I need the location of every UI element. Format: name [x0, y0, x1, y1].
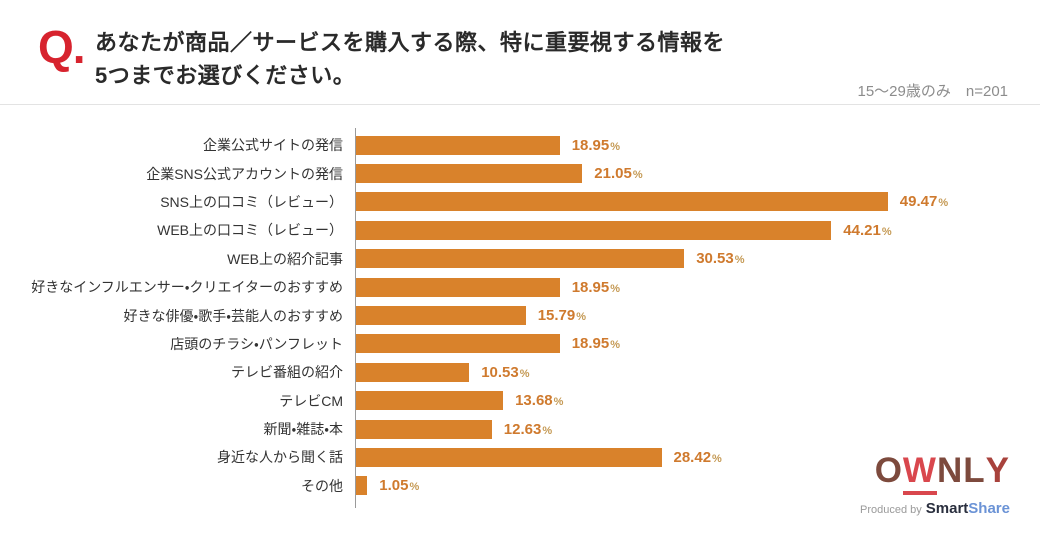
- chart-row: 企業公式サイトの発信 18.95%: [0, 131, 1040, 159]
- question-title-line2: 5つまでお選びください。: [95, 63, 356, 88]
- bar: [356, 476, 368, 496]
- category-label: 新聞・雑誌・本: [263, 421, 343, 438]
- chart-row: 身近な人から聞く話 28.42%: [0, 443, 1040, 471]
- question-mark: Q.: [38, 21, 86, 73]
- header-divider: [0, 104, 1040, 105]
- produced-by-line: Produced by SmartShare: [860, 500, 1010, 517]
- category-label: テレビ番組の紹介: [231, 364, 343, 381]
- question-title-line1: あなたが商品／サービスを購入する際、特に重要視する情報を: [95, 30, 726, 55]
- ownly-logo-letter: W: [902, 451, 937, 495]
- value-label: 1.05%: [379, 477, 420, 495]
- category-label: 好きなインフルエンサー・クリエイターのおすすめ: [31, 279, 343, 296]
- bar: [356, 419, 492, 439]
- chart-row: 新聞・雑誌・本 12.63%: [0, 415, 1040, 443]
- bar: [356, 391, 504, 411]
- chart-row: 好きなインフルエンサー・クリエイターのおすすめ 18.95%: [0, 273, 1040, 301]
- produced-by-label: Produced by: [860, 503, 922, 516]
- smartshare-logo-share: Share: [968, 499, 1010, 517]
- category-label: 店頭のチラシ・パンフレット: [170, 335, 343, 352]
- ownly-logo: OWNLY: [860, 451, 1010, 495]
- category-label: WEB上の紹介記事: [227, 250, 343, 267]
- chart-row: 好きな俳優・歌手・芸能人のおすすめ 15.79%: [0, 301, 1040, 329]
- ownly-logo-letter: N: [936, 451, 964, 490]
- category-label: 企業SNS公式アカウントの発信: [146, 165, 343, 182]
- value-label: 15.79%: [537, 307, 587, 325]
- value-label: 28.42%: [673, 448, 722, 466]
- smartshare-logo-smart: Smart: [925, 499, 969, 517]
- sample-size-note: 15〜29歳のみ n=201: [857, 83, 1009, 100]
- question-title: あなたが商品／サービスを購入する際、特に重要視する情報を 5つまでお選びください…: [95, 26, 725, 92]
- chart-row: WEB上の紹介記事 30.53%: [0, 245, 1040, 273]
- bar: [356, 362, 470, 382]
- bar: [356, 135, 560, 155]
- chart-row: WEB上の口コミ（レビュー） 44.21%: [0, 216, 1040, 244]
- brand-footer: OWNLY Produced by SmartShare: [860, 451, 1010, 517]
- category-label: その他: [301, 477, 343, 494]
- bar: [356, 192, 888, 212]
- value-label: 21.05%: [594, 165, 643, 183]
- bar: [356, 447, 662, 467]
- category-label: WEB上の口コミ（レビュー）: [157, 222, 343, 239]
- chart-row: その他 1.05%: [0, 472, 1040, 500]
- value-label: 18.95%: [571, 136, 621, 154]
- ownly-logo-letter: O: [874, 451, 903, 490]
- y-axis-line: [355, 128, 356, 508]
- ownly-logo-letter: L: [963, 451, 986, 490]
- value-label: 44.21%: [843, 221, 892, 239]
- chart-row: 企業SNS公式アカウントの発信 21.05%: [0, 159, 1040, 187]
- value-label: 18.95%: [571, 278, 621, 296]
- bar: [356, 220, 832, 240]
- category-label: テレビCM: [279, 392, 343, 409]
- bar: [356, 164, 583, 184]
- bar: [356, 334, 560, 354]
- bar-chart: 企業公式サイトの発信 18.95% 企業SNS公式アカウントの発信 21.05% SNS…: [0, 128, 1040, 508]
- category-label: 身近な人から聞く話: [217, 449, 343, 466]
- bar: [356, 306, 526, 326]
- chart-rows: 企業公式サイトの発信 18.95% 企業SNS公式アカウントの発信 21.05% SNS…: [0, 131, 1040, 500]
- category-label: 好きな俳優・歌手・芸能人のおすすめ: [123, 307, 343, 324]
- bar: [356, 277, 560, 297]
- chart-row: テレビCM 13.68%: [0, 387, 1040, 415]
- chart-row: SNS上の口コミ（レビュー） 49.47%: [0, 188, 1040, 216]
- value-label: 18.95%: [571, 335, 621, 353]
- value-label: 12.63%: [503, 420, 553, 438]
- value-label: 30.53%: [696, 250, 745, 268]
- category-label: SNS上の口コミ（レビュー）: [160, 193, 343, 210]
- value-label: 13.68%: [515, 392, 564, 410]
- value-label: 10.53%: [481, 363, 530, 381]
- category-label: 企業公式サイトの発信: [203, 137, 343, 154]
- value-label: 49.47%: [899, 193, 949, 211]
- ownly-logo-letter: Y: [985, 451, 1010, 490]
- bar: [356, 249, 685, 269]
- chart-row: テレビ番組の紹介 10.53%: [0, 358, 1040, 386]
- chart-row: 店頭のチラシ・パンフレット 18.95%: [0, 330, 1040, 358]
